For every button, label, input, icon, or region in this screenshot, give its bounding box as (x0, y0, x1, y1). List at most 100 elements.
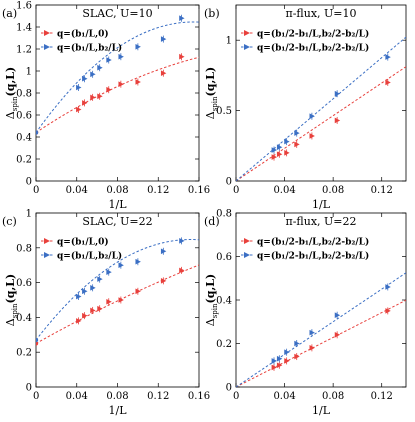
legend-entry: q=(b₁/L,b₂/L) (41, 251, 122, 262)
data-point (82, 75, 88, 82)
x-axis: 0 0.04 0.08 0.12 (233, 213, 393, 402)
panel-a: 0 0.04 0.08 0.12 0.16 0 0.2 0.4 0.6 0.8 1 1.2 1.4 1.6… (4, 1, 210, 212)
data-point (309, 329, 315, 336)
data-point (90, 285, 96, 291)
x-tick-label: 0.08 (106, 391, 128, 402)
data-point (135, 79, 141, 85)
series-red (236, 299, 406, 387)
data-point (271, 147, 278, 153)
data-point (284, 349, 290, 355)
legend-marker (244, 44, 250, 50)
y-axis: 0 0.2 0.4 0.6 0.8 1 1.2 1.4 1.6 (16, 1, 199, 188)
fit-curve (236, 299, 406, 387)
y-label-argument: (q,L) (4, 274, 17, 304)
x-tick-label: 0.12 (147, 185, 169, 196)
series-blue (36, 237, 199, 343)
legend-entry: q=(b₁/L,b₂/L) (41, 43, 122, 54)
legend-marker (44, 44, 50, 50)
x-tick-label: 0.04 (273, 391, 295, 402)
panel-title: SLAC, U=10 (82, 7, 152, 20)
legend-label: q=(b₁/2-b₁/L,b₂/2-b₂/L) (257, 43, 369, 54)
data-point (135, 44, 141, 50)
data-point (271, 154, 278, 160)
x-axis: 0 0.04 0.08 0.12 0.16 (33, 5, 210, 196)
y-label-subscript: spin (11, 96, 19, 111)
data-point (385, 284, 391, 290)
x-tick-label: 0.16 (188, 391, 210, 402)
fit-curve (36, 239, 199, 341)
fit-curve (36, 56, 199, 134)
data-point (179, 238, 185, 244)
y-label-delta: Δ (204, 111, 217, 119)
x-tick-label: 0.04 (66, 391, 88, 402)
data-point (106, 269, 112, 275)
data-point (97, 64, 103, 71)
x-axis-label: 1/L (108, 404, 127, 417)
y-tick-label: 0.5 (216, 106, 232, 117)
y-label-subscript: spin (11, 303, 19, 318)
x-tick-label: 0.12 (371, 391, 393, 402)
data-point (160, 70, 167, 76)
x-axis-label: 1/L (312, 198, 331, 211)
y-axis: 00.51 (216, 36, 406, 188)
y-tick-label: 1.4 (16, 23, 32, 34)
extrapolated-point (36, 130, 39, 135)
data-point (284, 358, 290, 364)
data-point (76, 84, 82, 91)
data-point (97, 93, 103, 100)
legend-label: q=(b₁/2-b₁/L,b₂/2-b₂/L) (257, 251, 369, 262)
legend-entry: q=(b₁/2-b₁/L,b₂/2-b₂/L) (241, 29, 369, 40)
x-tick-label: 0.12 (147, 391, 169, 402)
y-tick-label: 1 (26, 67, 32, 78)
data-point (82, 288, 88, 295)
y-tick-label: 0.2 (216, 339, 232, 350)
data-point (334, 117, 341, 124)
y-tick-label: 0.4 (16, 313, 32, 324)
data-point (179, 15, 185, 21)
extrapolated-point (36, 337, 39, 343)
panel-tag: (c) (2, 215, 17, 228)
x-tick-label: 0 (233, 185, 239, 196)
panel-d: 0 0.04 0.08 0.12 0 0.2 0.4 0.6 0.8 1/L Δspin(q,L) q… (204, 209, 407, 417)
y-axis-label: Δspin(q,L) (204, 67, 219, 119)
x-tick-label: 0.04 (66, 185, 88, 196)
legend-entry: q=(b₁/2-b₁/L,b₂/2-b₂/L) (241, 237, 369, 248)
data-point (118, 262, 124, 268)
y-tick-label: 0.6 (16, 111, 32, 122)
data-point (276, 355, 283, 362)
panel-tag: (b) (204, 7, 220, 20)
series-red (36, 264, 199, 346)
series-blue (236, 36, 406, 181)
fit-curve (236, 272, 406, 387)
legend-label: q=(b₁/L,b₂/L) (57, 43, 122, 54)
data-point (294, 130, 300, 136)
x-tick-label: 0.08 (322, 185, 344, 196)
legend-marker (244, 238, 250, 244)
data-point (118, 297, 124, 303)
fit-curve (236, 36, 406, 181)
y-label-delta: Δ (4, 111, 17, 119)
data-point (106, 86, 112, 93)
data-point (309, 345, 315, 351)
y-label-delta: Δ (4, 318, 17, 326)
data-point (90, 71, 96, 78)
y-label-delta: Δ (204, 318, 217, 326)
data-point (106, 57, 112, 63)
y-tick-label: 0.8 (16, 89, 32, 100)
data-point (160, 278, 167, 284)
data-point (76, 318, 82, 324)
y-tick-label: 0.2 (16, 155, 32, 166)
legend-marker (244, 252, 250, 258)
data-point (385, 54, 391, 60)
data-point (334, 332, 341, 338)
panel-tag: (d) (204, 215, 220, 228)
y-axis: 0 0.2 0.4 0.6 0.8 (216, 209, 406, 394)
x-axis-label: 1/L (312, 404, 331, 417)
legend-label: q=(b₁/2-b₁/L,b₂/2-b₂/L) (257, 29, 369, 40)
data-point (76, 293, 82, 300)
legend-label: q=(b₁/L,b₂/L) (57, 251, 122, 262)
x-axis-label: 1/L (108, 198, 127, 211)
y-label-subscript: spin (211, 303, 219, 318)
data-point (118, 81, 124, 87)
x-tick-label: 0.12 (371, 185, 393, 196)
